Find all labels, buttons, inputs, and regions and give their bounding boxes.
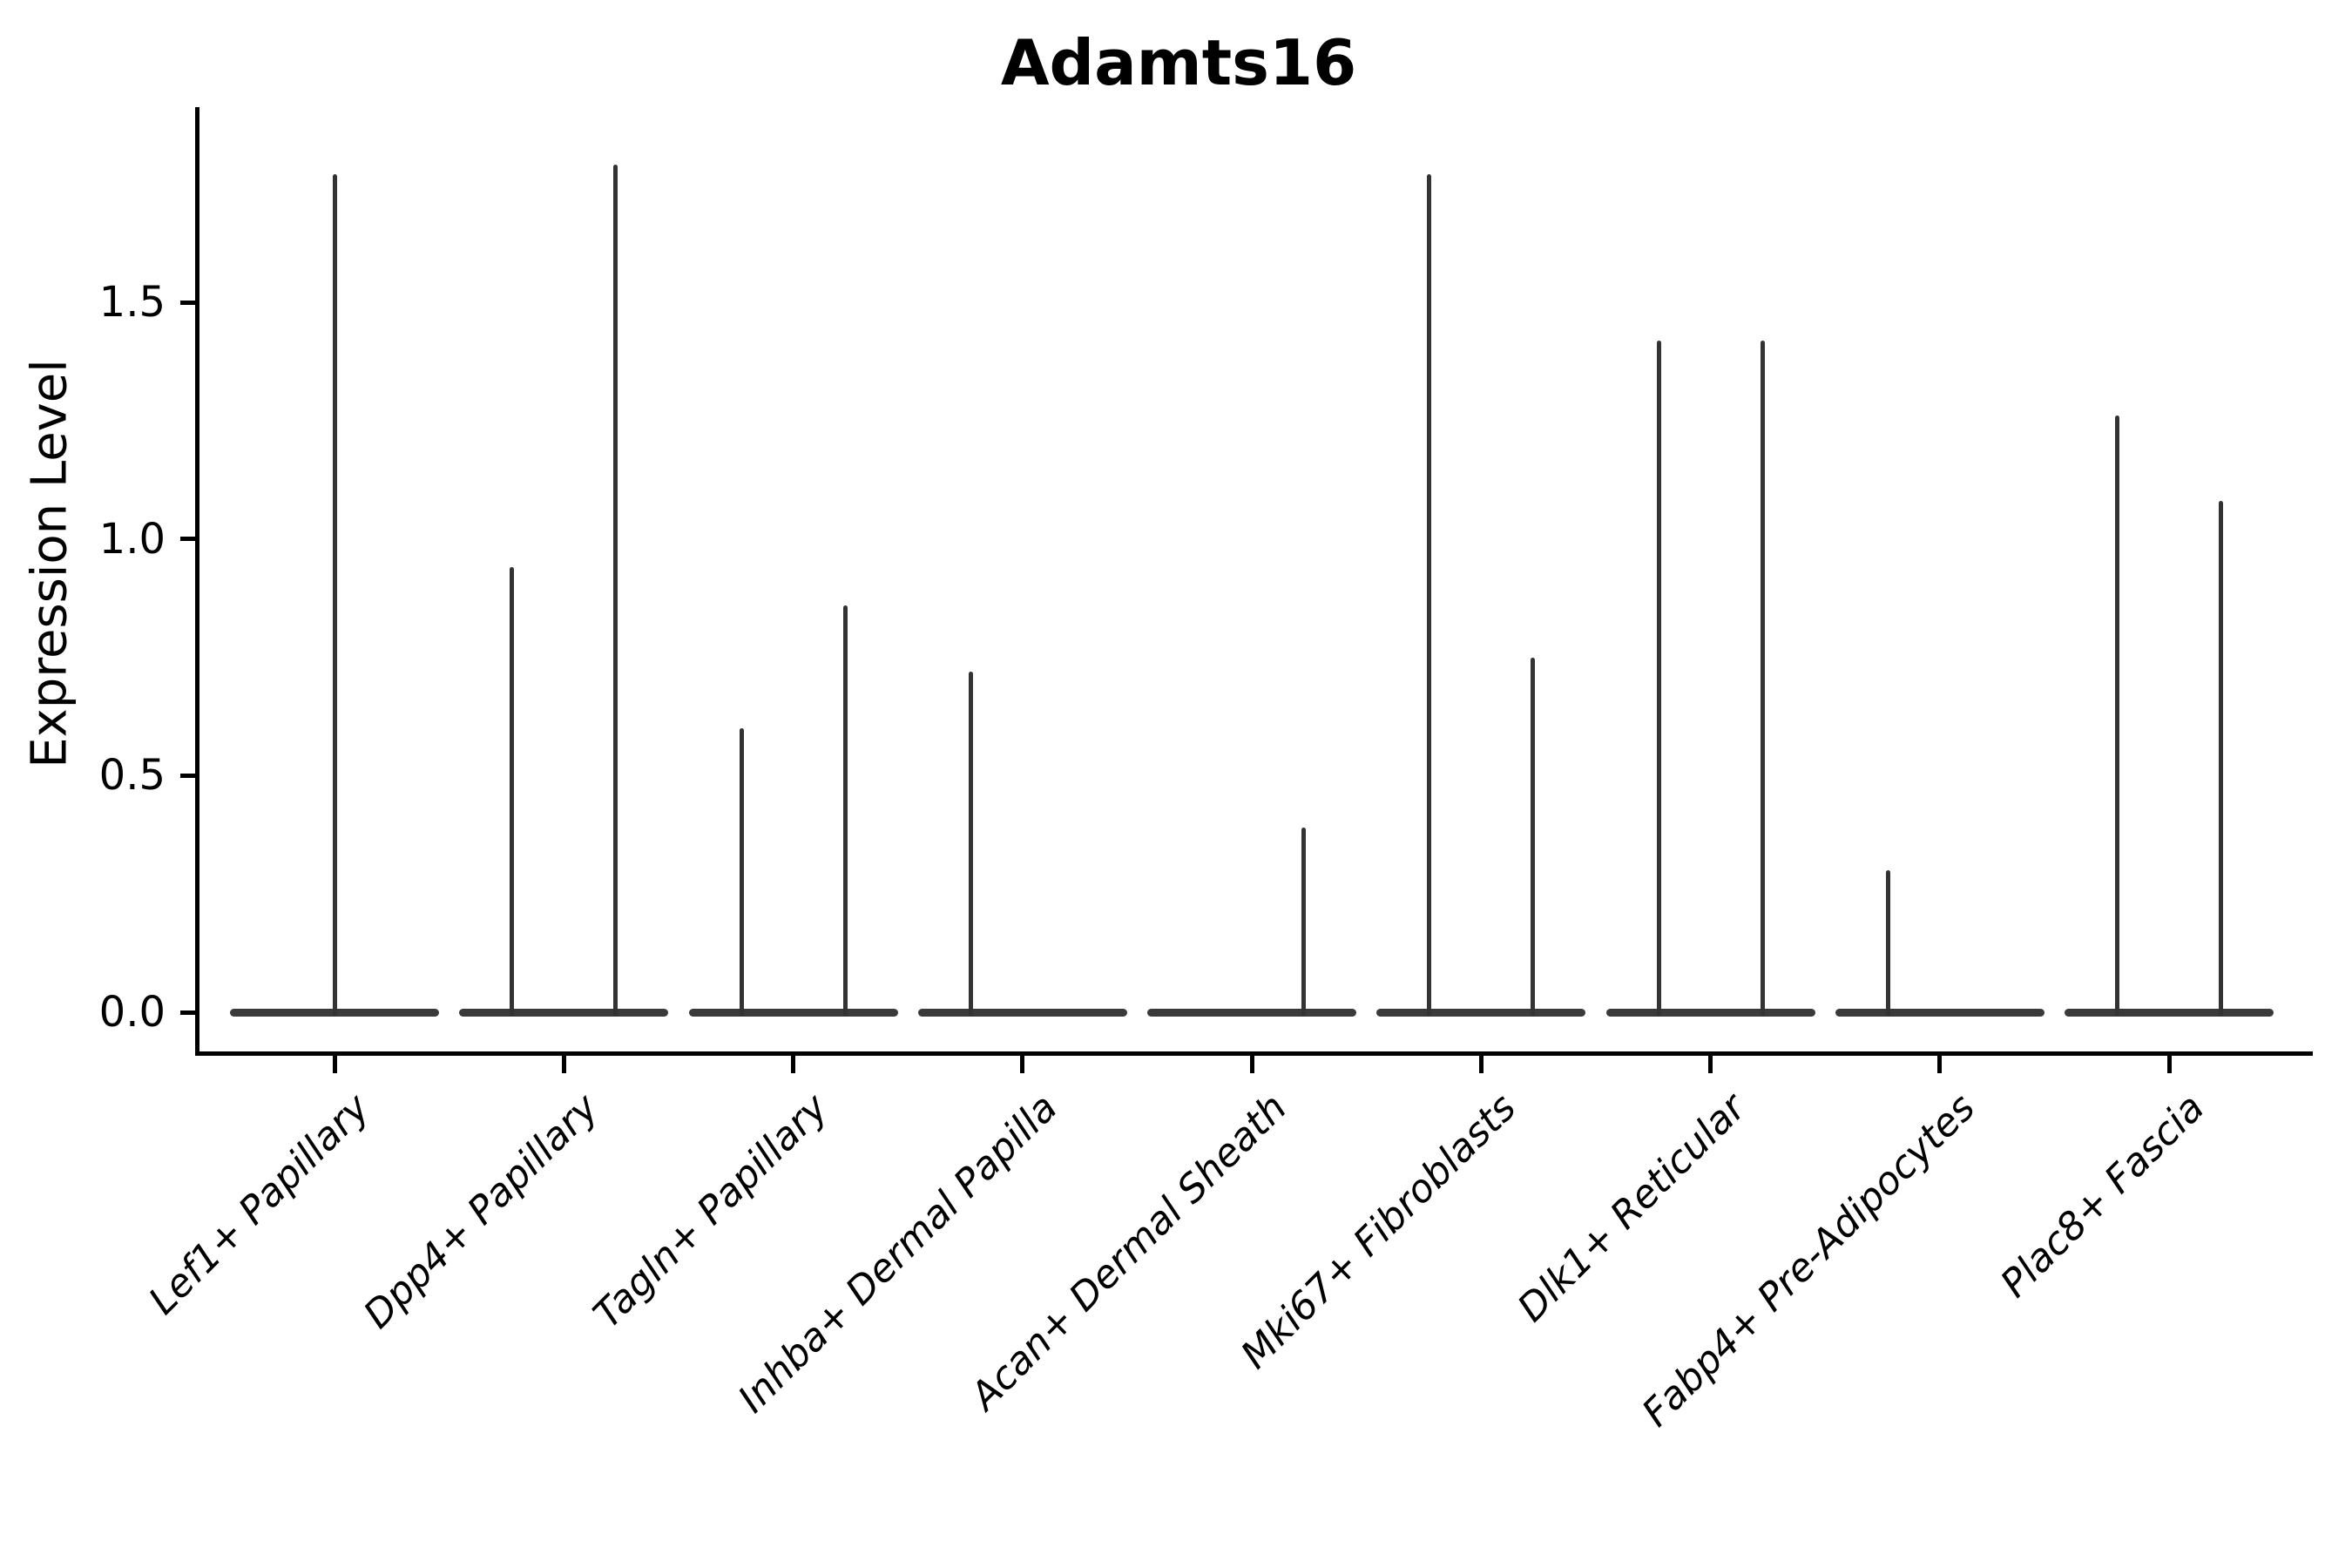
violin-spike <box>1885 870 1890 1016</box>
chart-title: Adamts16 <box>1000 26 1357 99</box>
violin-body <box>917 1008 1127 1017</box>
violin-body <box>1835 1008 2044 1017</box>
x-tick-label: Dpp4+ Papillary <box>355 1085 608 1338</box>
violin-spike <box>510 567 515 1016</box>
y-tick <box>180 300 198 305</box>
x-tick-label: Plac8+ Fascia <box>1991 1085 2213 1307</box>
y-tick-label: 0.5 <box>98 751 166 801</box>
y-tick-label: 0.0 <box>98 988 166 1037</box>
violin-body <box>688 1008 898 1017</box>
violin-spike <box>1427 174 1432 1016</box>
violin-body <box>1147 1008 1356 1017</box>
x-tick <box>332 1056 337 1073</box>
bottom-spine <box>195 1051 2313 1056</box>
x-tick <box>1937 1056 1943 1073</box>
x-tick <box>1249 1056 1254 1073</box>
x-tick <box>1020 1056 1025 1073</box>
violin-spike <box>1760 340 1765 1016</box>
violin-spike <box>1301 828 1306 1016</box>
violin-body <box>1605 1008 1815 1017</box>
violin-spike <box>968 671 973 1016</box>
violin-spike <box>332 174 337 1016</box>
y-tick <box>180 537 198 542</box>
violin-spike <box>1531 657 1536 1016</box>
violin-spike <box>613 165 618 1016</box>
x-tick <box>1708 1056 1713 1073</box>
violin-spike <box>2115 416 2119 1016</box>
violin-spike <box>1656 340 1661 1016</box>
x-tick <box>2166 1056 2172 1073</box>
violin-spike <box>739 728 744 1016</box>
y-tick <box>180 1010 198 1015</box>
violin-body <box>459 1008 669 1017</box>
x-tick-label: Tagln+ Papillary <box>585 1085 837 1337</box>
x-tick <box>1478 1056 1484 1073</box>
x-tick-label: Dlk1+ Reticular <box>1509 1085 1754 1331</box>
y-tick <box>180 773 198 778</box>
y-tick-label: 1.5 <box>98 278 166 328</box>
x-tick-label: Lef1+ Papillary <box>140 1085 379 1324</box>
violin-spike <box>842 605 848 1016</box>
x-tick <box>561 1056 566 1073</box>
violin-body <box>2065 1008 2274 1017</box>
violin-body <box>1376 1008 1586 1017</box>
y-tick-label: 1.0 <box>98 514 166 564</box>
left-spine <box>195 107 199 1056</box>
violin-spike <box>2219 501 2223 1016</box>
x-tick <box>791 1056 795 1073</box>
